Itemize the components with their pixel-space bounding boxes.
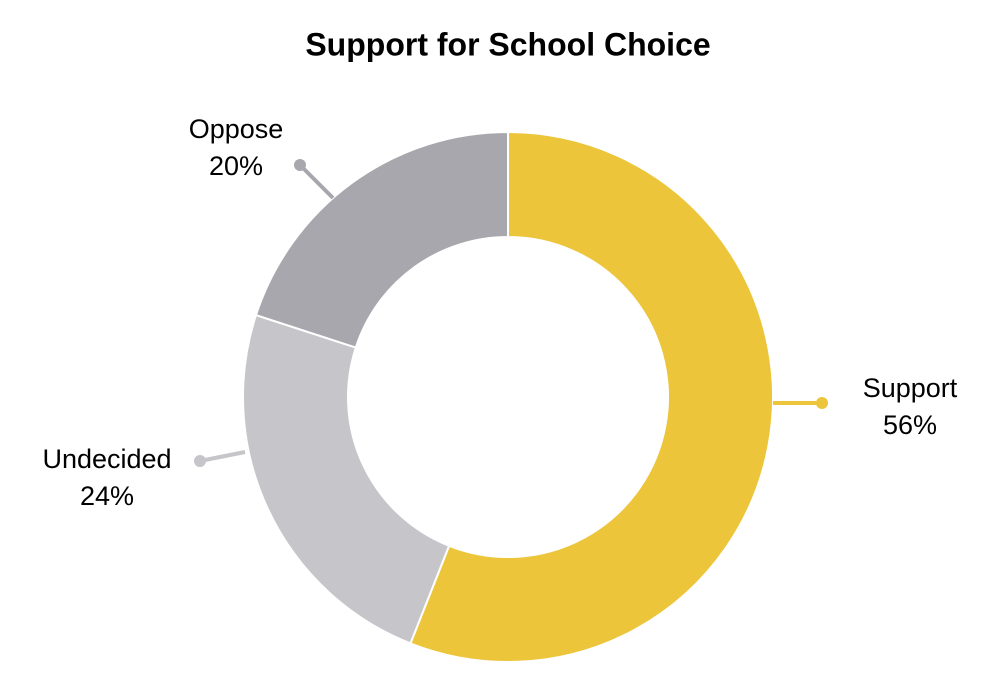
donut-slice (242, 313, 451, 645)
donut-slice (409, 130, 774, 663)
leader-dot (294, 159, 306, 171)
chart-title: Support for School Choice (305, 26, 710, 62)
value-label: 20% (209, 151, 263, 181)
leader-dot (194, 455, 206, 467)
slice-label: Support (863, 373, 958, 403)
slice-label: Undecided (42, 444, 171, 474)
value-label: 56% (883, 410, 937, 440)
slice-label: Oppose (189, 114, 284, 144)
leader-dot (816, 397, 828, 409)
leader-line (199, 450, 246, 463)
leader-line (298, 163, 335, 200)
value-label: 24% (80, 481, 134, 511)
donut-slice (254, 130, 509, 349)
